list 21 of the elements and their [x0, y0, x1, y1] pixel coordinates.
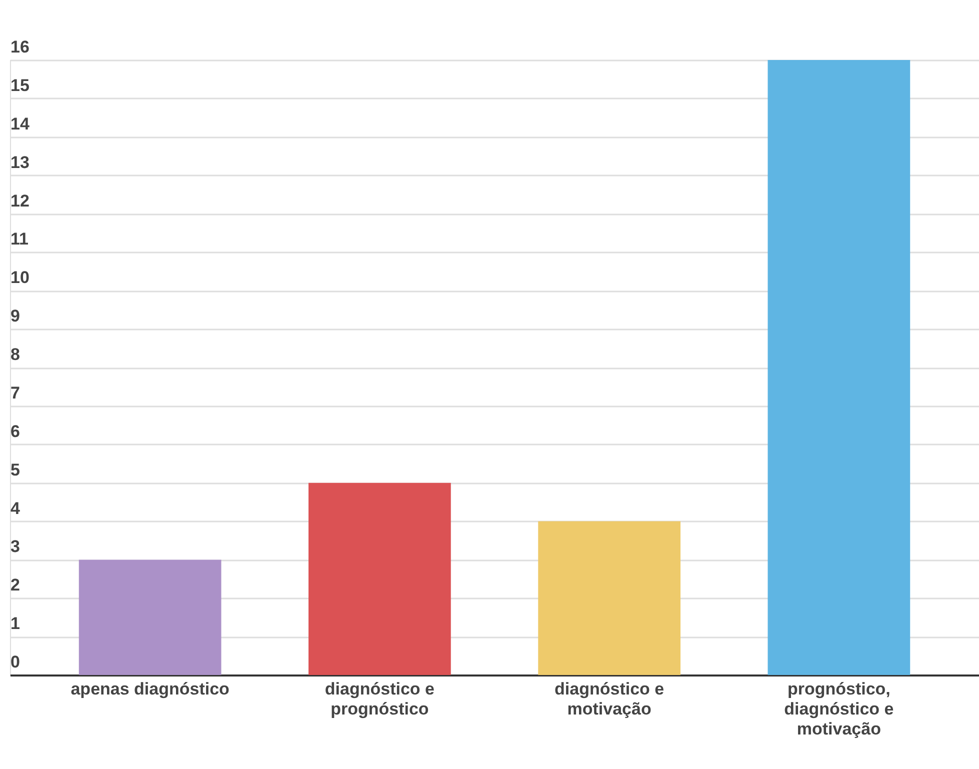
x-tick-label: prognóstico, diagnóstico e motivação: [784, 680, 894, 738]
y-tick-label: 2: [10, 576, 20, 595]
y-tick-label: 6: [10, 422, 20, 441]
x-tick-label: diagnóstico e motivação: [554, 680, 664, 718]
y-tick-label: 4: [10, 498, 20, 518]
y-tick-label: 16: [10, 38, 30, 56]
y-tick-label: 10: [10, 268, 30, 288]
y-tick-label: 0: [10, 652, 20, 672]
y-tick-label: 13: [10, 152, 30, 172]
y-tick-label: 14: [10, 114, 30, 134]
y-tick-label: 5: [10, 460, 20, 480]
x-tick-label: apenas diagnóstico: [70, 680, 230, 698]
y-tick-label: 11: [10, 230, 28, 249]
y-tick-label: 9: [10, 306, 20, 326]
y-tick-label: 8: [10, 345, 20, 364]
y-tick-label: 7: [10, 383, 20, 402]
y-tick-label: 3: [10, 537, 20, 556]
x-tick-label: diagnóstico e prognóstico: [324, 680, 434, 718]
y-tick-label: 15: [10, 76, 30, 95]
y-tick-label: 12: [10, 191, 30, 210]
y-tick-label: 1: [10, 614, 20, 634]
